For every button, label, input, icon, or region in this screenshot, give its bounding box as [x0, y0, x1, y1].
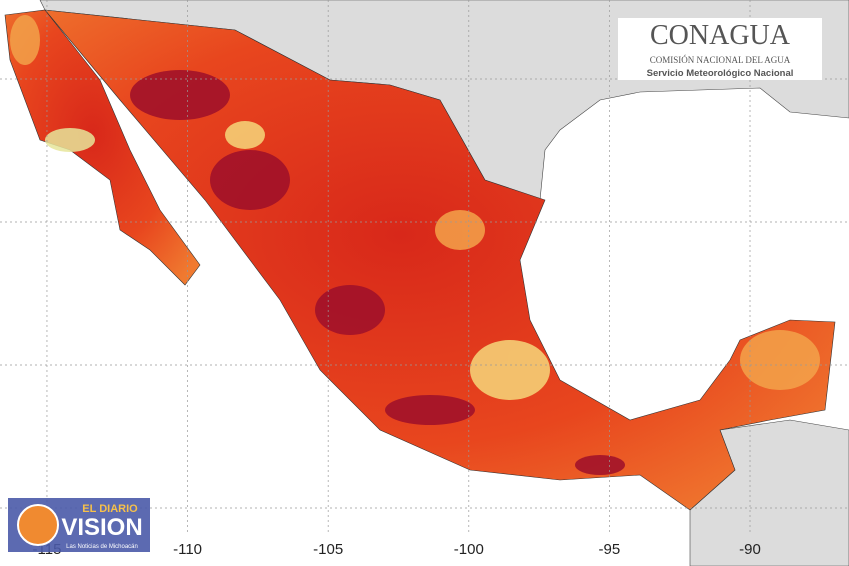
watermark-icon [17, 504, 59, 546]
logo: CONAGUA COMISIÓN NACIONAL DEL AGUA Servi… [618, 18, 822, 80]
baja-california [4, 9, 201, 286]
x-tick-label: -90 [739, 541, 761, 558]
logo-service: Servicio Meteorológico Nacional [647, 68, 794, 79]
logo-bg [618, 18, 822, 80]
grid [46, 0, 751, 532]
x-tick-label: -105 [313, 541, 343, 558]
x-tick-label: -100 [454, 541, 484, 558]
x-ticks: -115-110-105-100-95-90 [33, 541, 761, 558]
watermark-top: EL DIARIO [82, 503, 138, 515]
logo-title: CONAGUA [650, 20, 791, 51]
watermark-brand: VISION [61, 514, 142, 541]
watermark-tagline: Las Noticias de Michoacán [66, 544, 138, 550]
watermark: EL DIARIO VISION Las Noticias de Michoac… [8, 498, 150, 552]
logo-subtitle: COMISIÓN NACIONAL DEL AGUA [650, 55, 791, 65]
x-tick-label: -110 [173, 541, 202, 558]
x-tick-label: -95 [599, 541, 621, 558]
heat-patches [10, 15, 820, 475]
